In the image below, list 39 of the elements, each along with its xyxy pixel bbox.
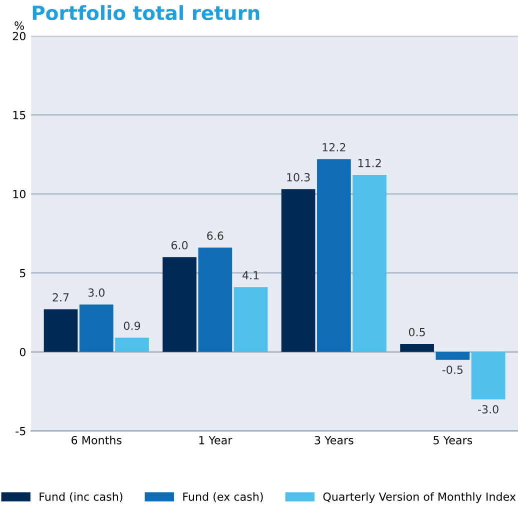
legend-label: Fund (ex cash) xyxy=(183,492,263,502)
y-tick-label: -5 xyxy=(16,427,26,436)
y-tick-label: 10 xyxy=(13,190,26,198)
bar xyxy=(352,174,386,352)
bar xyxy=(115,338,149,352)
data-label: 3.0 xyxy=(88,288,104,297)
bar xyxy=(436,352,470,360)
x-tick-label: 1 Year xyxy=(199,436,232,444)
bar xyxy=(400,344,434,352)
data-label: 0.9 xyxy=(124,322,140,330)
bar xyxy=(44,309,78,352)
data-label: 2.7 xyxy=(52,293,69,302)
data-label: 10.3 xyxy=(287,173,310,182)
data-label: -3.0 xyxy=(478,405,498,414)
bar xyxy=(162,257,196,352)
legend-label: Fund (inc cash) xyxy=(40,492,122,502)
y-tick-label: 0 xyxy=(20,348,26,356)
x-tick-label: 5 Years xyxy=(434,436,472,444)
bar xyxy=(316,159,351,352)
data-label: 6.6 xyxy=(207,232,224,240)
data-label: -0.5 xyxy=(442,366,463,374)
data-label: 0.5 xyxy=(408,328,425,336)
y-tick-label: 20 xyxy=(12,32,26,40)
x-tick-label: 3 Years xyxy=(314,436,354,444)
data-label: 4.1 xyxy=(242,271,259,280)
data-label: 6.0 xyxy=(171,241,188,250)
bar xyxy=(471,352,506,400)
y-tick-label: 5 xyxy=(20,269,26,278)
data-label: 12.2 xyxy=(322,143,346,152)
y-tick-label: 15 xyxy=(13,111,26,120)
chart-title: Portfolio total return xyxy=(32,5,260,20)
x-tick-label: 6 Months xyxy=(72,436,122,444)
bar xyxy=(79,304,114,352)
bar xyxy=(281,189,316,352)
y-axis-title: % xyxy=(14,21,24,30)
data-label: 11.2 xyxy=(358,158,381,168)
legend-label: Quarterly Version of Monthly Index xyxy=(323,492,516,503)
bar xyxy=(198,248,232,352)
bar xyxy=(234,287,268,352)
